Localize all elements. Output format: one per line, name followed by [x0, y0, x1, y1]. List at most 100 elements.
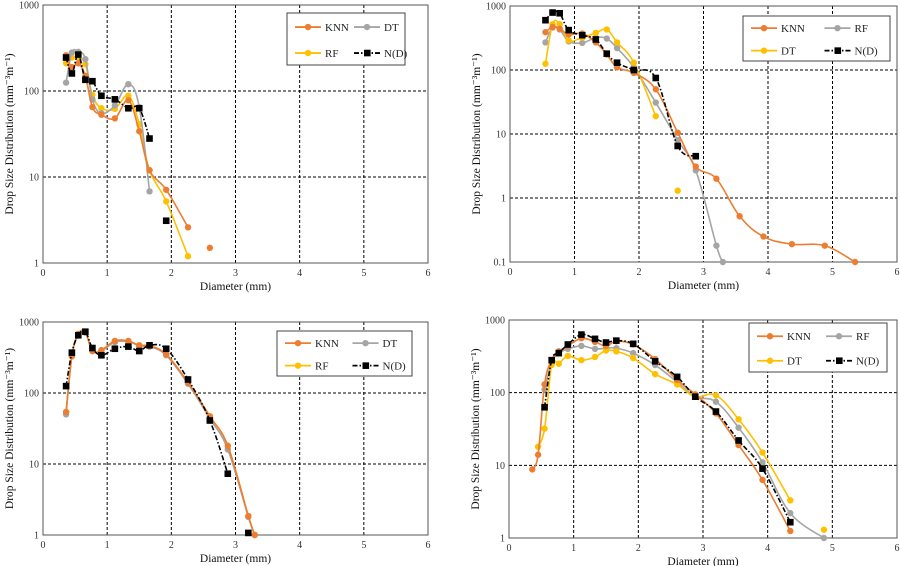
data-point-square	[89, 77, 96, 85]
data-point-circle	[98, 105, 105, 112]
data-point-circle	[591, 345, 599, 353]
legend-label: DT	[781, 46, 796, 58]
y-axis-title: Drop Size Distribution (mm⁻³m⁻¹)	[4, 348, 16, 509]
legend-label: N(D)	[855, 46, 879, 58]
series-nd	[62, 51, 170, 225]
data-point-square	[603, 50, 611, 57]
series-line	[543, 345, 825, 539]
data-point-circle	[529, 466, 536, 473]
data-point-square	[692, 152, 700, 160]
data-point-circle	[613, 39, 621, 46]
data-point-circle	[136, 342, 143, 349]
data-point-square	[556, 9, 563, 17]
data-point-square	[542, 16, 549, 24]
data-point-circle	[111, 115, 119, 122]
chart-panel-2: 0 1 2 3 4 5 6 0.1 1 10 100 1000 Diameter (mm) Drop Si…	[471, 2, 900, 293]
data-point-circle	[735, 424, 742, 431]
x-tick-label: 4	[766, 267, 771, 278]
legend-item: KNN	[295, 22, 349, 34]
plot-area-border	[42, 321, 429, 536]
data-point-circle	[736, 212, 743, 220]
data-point-circle	[111, 337, 119, 345]
y-tick-label: 10	[29, 460, 39, 471]
legend-item: KNN	[757, 331, 811, 343]
y-tick-label: 1	[34, 531, 39, 542]
legend-label: KNN	[325, 22, 349, 34]
data-point-square	[62, 54, 70, 61]
x-axis-title: Diameter (mm)	[668, 280, 739, 292]
data-point-square	[787, 518, 794, 526]
data-point-circle	[719, 258, 727, 266]
data-point-square	[146, 135, 153, 142]
x-tick-label: 0	[507, 543, 512, 554]
series-line	[65, 329, 256, 536]
data-point-circle	[578, 356, 585, 364]
data-point-square	[613, 337, 620, 344]
data-point-circle	[613, 348, 620, 355]
data-point-circle	[652, 112, 659, 120]
legend-item: DT	[352, 338, 397, 350]
x-tick-label: 1	[572, 267, 577, 278]
data-point-circle	[629, 349, 637, 357]
data-point-square	[89, 344, 96, 352]
legend-box	[276, 330, 413, 377]
y-tick-label: 1	[34, 259, 39, 270]
data-point-circle	[759, 449, 766, 456]
x-tick-label: 3	[701, 267, 706, 278]
data-point-square	[111, 96, 119, 103]
data-point-circle	[713, 175, 720, 182]
legend-swatch-marker	[294, 362, 302, 369]
x-tick-label: 1	[105, 540, 110, 551]
legend-item: RF	[826, 331, 869, 343]
legend-item: DT	[751, 46, 796, 58]
legend-label: RF	[855, 23, 868, 35]
data-point-square	[673, 373, 681, 381]
series-line	[544, 26, 856, 263]
legend-swatch-marker	[294, 339, 302, 347]
data-point-circle	[651, 370, 659, 378]
legend-box	[286, 12, 406, 66]
data-point-circle	[542, 28, 549, 36]
legend-swatch-marker	[834, 24, 841, 32]
data-point-square	[74, 331, 82, 339]
data-point-square	[245, 529, 252, 537]
legend: KNN RF DT N(D)	[748, 322, 888, 373]
y-tick-label: 10	[29, 173, 39, 184]
plot-area-border	[508, 319, 898, 539]
data-point-circle	[674, 137, 681, 144]
series-dt	[534, 347, 828, 533]
data-point-circle	[111, 102, 119, 109]
data-point-square	[629, 340, 637, 348]
legend-label: KNN	[781, 23, 805, 35]
legend-item: RF	[824, 23, 868, 35]
data-point-square	[68, 70, 76, 77]
series-line	[65, 329, 256, 536]
y-tick-label: 1000	[19, 1, 39, 12]
legend: KNN DT RF N(D)	[276, 330, 413, 377]
legend-swatch-marker	[836, 357, 843, 365]
x-tick-label: 6	[426, 540, 431, 551]
data-point-circle	[788, 240, 796, 248]
data-point-circle	[851, 258, 859, 266]
x-tick-label: 5	[361, 268, 366, 279]
series-nd	[62, 328, 252, 537]
x-tick-label: 1	[571, 543, 576, 554]
data-point-circle	[759, 459, 766, 466]
legend-label: N(D)	[383, 361, 407, 373]
x-tick-label: 4	[297, 268, 302, 279]
data-point-square	[578, 331, 585, 338]
x-tick-label: 5	[361, 540, 366, 551]
data-point-circle	[542, 60, 549, 67]
data-point-square	[162, 345, 170, 353]
y-axis-title: Drop Size Distribution (mm⁻³m⁻¹)	[4, 53, 16, 214]
x-tick-label: 6	[895, 543, 900, 554]
y-tick-label: 1	[501, 194, 506, 205]
data-point-circle	[820, 534, 828, 542]
data-point-circle	[712, 398, 720, 405]
series-knn	[62, 328, 258, 539]
data-point-circle	[184, 252, 192, 260]
data-point-circle	[251, 531, 258, 539]
